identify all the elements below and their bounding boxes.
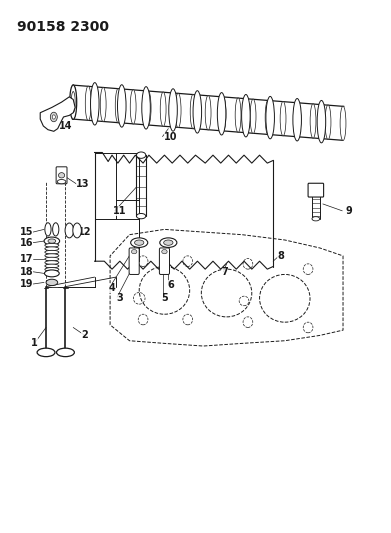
Text: 2: 2 — [81, 330, 88, 341]
Ellipse shape — [280, 101, 286, 136]
Ellipse shape — [118, 85, 126, 127]
Ellipse shape — [45, 268, 59, 271]
Text: 5: 5 — [161, 293, 168, 303]
Text: 15: 15 — [20, 227, 33, 237]
Text: 9: 9 — [346, 206, 352, 216]
Text: 6: 6 — [167, 280, 174, 290]
Ellipse shape — [136, 214, 146, 219]
Ellipse shape — [131, 249, 137, 254]
Ellipse shape — [115, 88, 121, 123]
Ellipse shape — [45, 223, 51, 236]
Ellipse shape — [85, 86, 91, 120]
Ellipse shape — [73, 223, 81, 238]
Ellipse shape — [100, 87, 106, 122]
Ellipse shape — [70, 85, 77, 119]
Text: 10: 10 — [163, 132, 177, 142]
Ellipse shape — [242, 94, 250, 137]
Text: 4: 4 — [109, 282, 115, 293]
Text: 11: 11 — [113, 206, 127, 216]
Text: 14: 14 — [59, 121, 72, 131]
Ellipse shape — [48, 239, 56, 243]
Ellipse shape — [145, 91, 151, 125]
Ellipse shape — [130, 90, 136, 124]
Ellipse shape — [164, 240, 173, 245]
Ellipse shape — [205, 95, 211, 130]
Ellipse shape — [142, 87, 150, 129]
Ellipse shape — [57, 180, 66, 184]
Ellipse shape — [312, 216, 320, 221]
Ellipse shape — [45, 264, 59, 268]
Text: 3: 3 — [117, 293, 123, 303]
Ellipse shape — [91, 83, 99, 125]
Ellipse shape — [45, 251, 59, 254]
FancyBboxPatch shape — [308, 183, 324, 197]
Ellipse shape — [135, 240, 144, 245]
Ellipse shape — [52, 115, 56, 119]
Ellipse shape — [175, 93, 181, 127]
Ellipse shape — [250, 99, 256, 133]
Text: 12: 12 — [78, 227, 91, 237]
Ellipse shape — [57, 348, 74, 357]
Text: 13: 13 — [76, 179, 90, 189]
Text: 90158 2300: 90158 2300 — [17, 20, 109, 34]
Ellipse shape — [50, 112, 57, 122]
FancyBboxPatch shape — [56, 167, 67, 184]
Ellipse shape — [265, 100, 271, 135]
Ellipse shape — [53, 223, 59, 236]
Ellipse shape — [136, 152, 146, 158]
Ellipse shape — [169, 89, 177, 131]
Ellipse shape — [293, 99, 301, 141]
Text: 1: 1 — [31, 338, 38, 349]
Polygon shape — [40, 97, 75, 131]
Ellipse shape — [45, 254, 59, 257]
Ellipse shape — [310, 104, 316, 138]
Ellipse shape — [65, 223, 74, 238]
FancyBboxPatch shape — [129, 248, 139, 274]
Ellipse shape — [325, 105, 331, 140]
Ellipse shape — [220, 96, 226, 131]
Ellipse shape — [59, 173, 65, 178]
Ellipse shape — [235, 98, 241, 132]
Text: 18: 18 — [20, 267, 34, 277]
Text: 8: 8 — [278, 251, 284, 261]
Text: 17: 17 — [20, 254, 33, 263]
Ellipse shape — [266, 96, 274, 139]
Ellipse shape — [45, 257, 59, 261]
Ellipse shape — [44, 237, 59, 245]
Ellipse shape — [317, 100, 326, 143]
Ellipse shape — [45, 247, 59, 251]
Text: 16: 16 — [20, 238, 33, 248]
Text: 19: 19 — [20, 279, 33, 289]
Ellipse shape — [45, 244, 59, 247]
Ellipse shape — [37, 348, 55, 357]
Ellipse shape — [340, 106, 346, 141]
Ellipse shape — [46, 279, 58, 286]
Ellipse shape — [190, 94, 196, 129]
Ellipse shape — [160, 92, 166, 126]
Ellipse shape — [160, 238, 177, 247]
Text: 7: 7 — [221, 267, 228, 277]
Ellipse shape — [45, 270, 59, 277]
Ellipse shape — [70, 85, 76, 119]
Ellipse shape — [295, 102, 301, 137]
Ellipse shape — [162, 249, 167, 254]
FancyBboxPatch shape — [160, 248, 169, 274]
Ellipse shape — [193, 91, 202, 133]
Ellipse shape — [217, 93, 226, 135]
Ellipse shape — [131, 238, 148, 247]
Ellipse shape — [45, 261, 59, 264]
